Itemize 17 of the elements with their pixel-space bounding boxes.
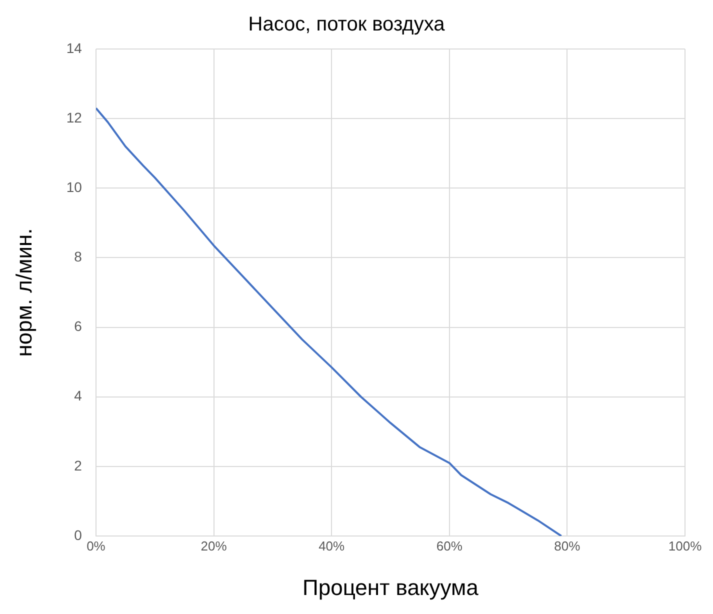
y-tick-label: 4: [74, 388, 82, 404]
y-axis-title: норм. л/мин.: [11, 228, 36, 357]
y-tick-label: 10: [66, 179, 82, 195]
x-tick-label: 100%: [668, 538, 702, 554]
y-tick-label: 14: [66, 40, 82, 56]
x-tick-label: 20%: [200, 538, 228, 554]
x-tick-label: 80%: [554, 538, 581, 554]
x-tick-label: 40%: [318, 538, 346, 554]
x-axis-title: Процент вакуума: [302, 574, 480, 600]
y-tick-label: 6: [74, 318, 82, 334]
y-tick-label: 8: [74, 248, 82, 265]
y-tick-label: 2: [74, 457, 82, 474]
y-tick-label: 12: [66, 109, 82, 126]
x-tick-label: 60%: [436, 538, 463, 554]
chart-title: Насос, поток воздуха: [248, 14, 446, 36]
y-tick-label: 0: [74, 526, 82, 543]
x-tick-label: 0%: [86, 538, 106, 554]
